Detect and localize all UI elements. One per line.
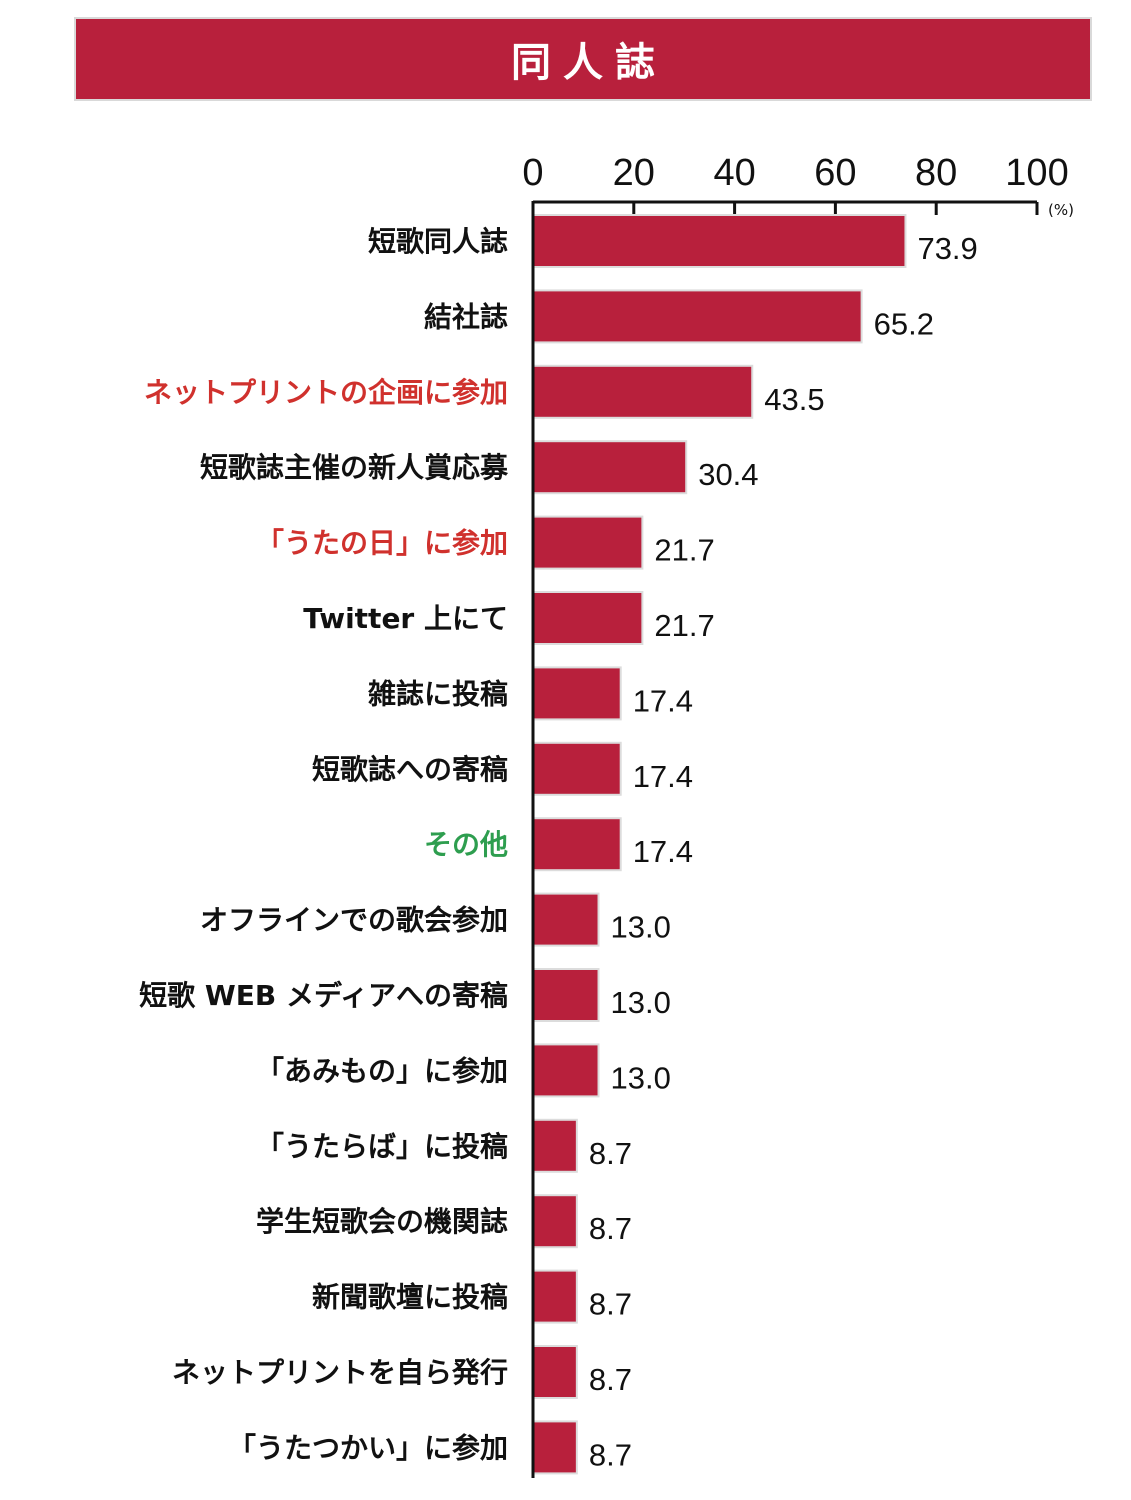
bar-17 [532,1420,578,1475]
category-label-12: 「あみもの」に参加 [256,1054,508,1087]
category-label-17: 「うたつかい」に参加 [228,1431,508,1464]
value-label-1: 73.9 [917,231,977,266]
category-label-3: ネットプリントの企画に参加 [144,376,508,409]
category-label-9: その他 [424,828,508,861]
value-label-17: 8.7 [589,1437,632,1472]
category-label-7: 雑誌に投稿 [367,677,508,710]
bar-3 [532,364,754,419]
value-label-3: 43.5 [764,382,824,417]
category-label-10: オフラインでの歌会参加 [200,904,508,937]
category-label-13: 「うたらば」に投稿 [256,1130,508,1163]
bar-11 [532,968,600,1022]
x-tick-label-20: 20 [613,152,655,194]
value-label-5: 21.7 [654,533,714,568]
category-label-14: 学生短歌会の機関誌 [256,1205,508,1238]
category-label-16: ネットプリントを自ら発行 [172,1356,508,1389]
category-label-5: 「うたの日」に参加 [256,527,508,560]
category-label-1: 短歌同人誌 [368,225,508,258]
value-label-14: 8.7 [589,1211,632,1246]
bar-9 [532,817,622,872]
category-label-8: 短歌誌への寄稿 [312,753,508,786]
title-bar: 同人誌 [74,17,1092,101]
bar-7 [532,666,622,721]
value-label-11: 13.0 [611,985,671,1020]
category-label-11: 短歌 WEB メディアへの寄稿 [139,979,508,1012]
x-tick-label-100: 100 [1005,152,1068,194]
bar-4 [532,440,688,495]
value-label-8: 17.4 [633,759,693,794]
bar-8 [532,741,622,796]
unit-label: (%) [1048,201,1074,219]
value-label-10: 13.0 [611,910,671,945]
bar-16 [532,1345,578,1399]
bar-2 [532,289,863,344]
x-tick-label-40: 40 [713,152,755,194]
bar-5 [532,515,644,570]
category-label-6: Twitter 上にて [303,602,508,635]
chart-title: 同人誌 [511,40,667,86]
bar-12 [532,1043,600,1098]
value-label-13: 8.7 [589,1136,632,1171]
value-label-16: 8.7 [589,1362,632,1397]
category-label-2: 結社誌 [424,300,508,333]
bar-6 [532,591,644,645]
value-label-12: 13.0 [611,1060,671,1095]
x-tick-label-80: 80 [915,152,957,194]
value-label-7: 17.4 [633,683,693,718]
value-label-9: 17.4 [633,834,693,869]
value-label-2: 65.2 [874,306,934,341]
bar-10 [532,892,600,947]
bar-1 [532,214,907,268]
x-tick-label-60: 60 [814,152,856,194]
value-label-6: 21.7 [654,608,714,643]
value-label-4: 30.4 [698,457,758,492]
x-tick-label-0: 0 [522,152,543,194]
bar-14 [532,1194,578,1249]
bar-15 [532,1269,578,1324]
category-label-4: 短歌誌主催の新人賞応募 [200,451,509,484]
value-label-15: 8.7 [589,1287,632,1322]
bar-13 [532,1118,578,1173]
category-label-15: 新聞歌壇に投稿 [312,1281,508,1314]
